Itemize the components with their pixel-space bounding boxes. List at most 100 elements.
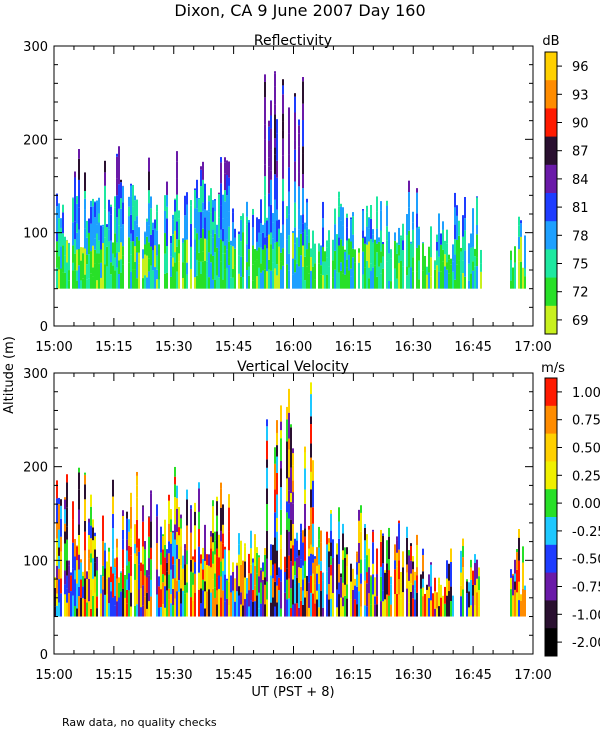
echo-cell bbox=[422, 242, 424, 244]
echo-cell bbox=[254, 601, 256, 617]
echo-cell bbox=[228, 226, 230, 242]
echo-cell bbox=[228, 494, 230, 508]
echo-cell bbox=[364, 527, 366, 541]
echo-cell bbox=[150, 547, 152, 560]
echo-cell bbox=[400, 598, 402, 617]
echo-cell bbox=[200, 203, 202, 213]
echo-cell bbox=[150, 490, 152, 494]
echo-cell bbox=[164, 273, 166, 289]
echo-cell bbox=[260, 233, 262, 248]
echo-cell bbox=[224, 173, 226, 191]
echo-cell bbox=[260, 570, 262, 583]
reflectivity-panel: Reflectivity 15:00 15:15 15:30 15:45 16:00 16… bbox=[23, 33, 588, 355]
echo-cell bbox=[366, 212, 368, 227]
echo-cell bbox=[100, 225, 102, 250]
echo-cell bbox=[452, 271, 454, 289]
echo-cell bbox=[514, 246, 516, 263]
echo-cell bbox=[328, 538, 330, 543]
echo-cell bbox=[246, 269, 248, 289]
echo-cell bbox=[416, 534, 418, 546]
echo-cell bbox=[242, 277, 244, 289]
echo-cell bbox=[252, 245, 254, 265]
echo-cell bbox=[184, 548, 186, 565]
echo-cell bbox=[276, 456, 278, 473]
echo-cell bbox=[56, 605, 58, 617]
echo-cell bbox=[120, 591, 122, 617]
echo-cell bbox=[84, 578, 86, 600]
echo-cell bbox=[174, 198, 176, 201]
echo-cell bbox=[372, 594, 374, 617]
echo-cell bbox=[294, 140, 296, 150]
echo-cell bbox=[288, 438, 290, 450]
echo-cell bbox=[166, 272, 168, 289]
echo-cell bbox=[364, 236, 366, 244]
echo-cell bbox=[264, 554, 266, 578]
echo-cell bbox=[516, 549, 518, 553]
echo-cell bbox=[84, 228, 86, 249]
echo-cell bbox=[266, 599, 268, 617]
echo-cell bbox=[402, 266, 404, 289]
echo-cell bbox=[200, 238, 202, 262]
echo-cell bbox=[516, 552, 518, 570]
echo-cell bbox=[78, 554, 80, 570]
echo-cell bbox=[56, 232, 58, 242]
echo-cell bbox=[146, 592, 148, 609]
echo-cell bbox=[280, 421, 282, 431]
echo-cell bbox=[148, 601, 150, 617]
echo-cell bbox=[112, 242, 114, 254]
echo-cell bbox=[208, 230, 210, 253]
echo-cell bbox=[210, 567, 212, 593]
echo-cell bbox=[156, 543, 158, 570]
echo-cell bbox=[270, 179, 272, 205]
echo-cell bbox=[136, 471, 138, 476]
echo-cell bbox=[512, 575, 514, 596]
echo-cell bbox=[222, 543, 224, 559]
echo-cell bbox=[314, 558, 316, 584]
echo-cell bbox=[308, 548, 310, 557]
echo-cell bbox=[252, 558, 254, 563]
echo-cell bbox=[122, 510, 124, 516]
echo-cell bbox=[130, 271, 132, 289]
echo-cell bbox=[274, 174, 276, 200]
echo-cell bbox=[314, 556, 316, 559]
echo-cell bbox=[386, 261, 388, 289]
echo-cell bbox=[110, 206, 112, 215]
echo-cell bbox=[316, 573, 318, 591]
echo-cell bbox=[68, 242, 70, 244]
echo-cell bbox=[370, 204, 372, 219]
echo-cell bbox=[196, 208, 198, 234]
echo-cell bbox=[162, 534, 164, 537]
echo-cell bbox=[266, 440, 268, 460]
echo-cell bbox=[348, 254, 350, 271]
echo-cell bbox=[164, 253, 166, 274]
echo-cell bbox=[282, 113, 284, 122]
echo-cell bbox=[208, 554, 210, 566]
echo-cell bbox=[186, 262, 188, 275]
echo-cell bbox=[170, 543, 172, 570]
echo-cell bbox=[218, 575, 220, 589]
echo-cell bbox=[286, 419, 288, 442]
echo-cell bbox=[290, 452, 292, 468]
echo-cell bbox=[342, 559, 344, 583]
echo-cell bbox=[340, 270, 342, 289]
echo-cell bbox=[398, 579, 400, 595]
echo-cell bbox=[268, 126, 270, 141]
echo-cell bbox=[122, 255, 124, 265]
echo-cell bbox=[216, 496, 218, 502]
echo-cell bbox=[112, 573, 114, 598]
echo-cell bbox=[310, 416, 312, 425]
echo-cell bbox=[274, 71, 276, 74]
echo-cell bbox=[76, 232, 78, 250]
colorbar-swatch bbox=[545, 544, 557, 574]
echo-cell bbox=[360, 559, 362, 574]
echo-cell bbox=[174, 578, 176, 599]
echo-cell bbox=[476, 205, 478, 225]
echo-cell bbox=[58, 256, 60, 270]
echo-cell bbox=[264, 176, 266, 196]
echo-cell bbox=[84, 190, 86, 199]
echo-cell bbox=[196, 198, 198, 209]
echo-cell bbox=[206, 564, 208, 592]
echo-cell bbox=[174, 598, 176, 617]
echo-cell bbox=[270, 244, 272, 271]
echo-cell bbox=[294, 149, 296, 162]
